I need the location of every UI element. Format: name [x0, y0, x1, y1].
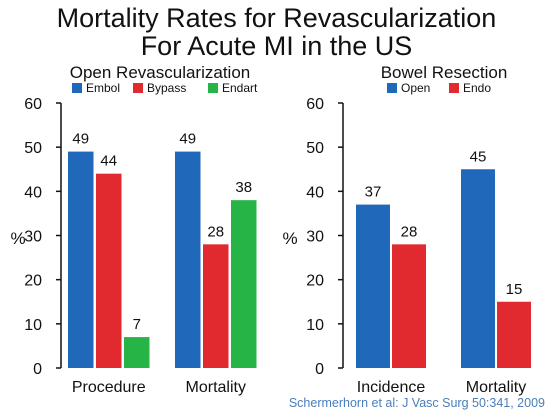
- legend-label: Open: [401, 81, 430, 95]
- citation: Schermerhorn et al: J Vasc Surg 50:341, …: [288, 396, 545, 410]
- data-label: 28: [207, 223, 224, 240]
- bar-open-mortality: [461, 169, 495, 368]
- category-label: Mortality: [186, 379, 246, 396]
- y-tick-label: 30: [306, 229, 324, 246]
- data-label: 37: [365, 184, 382, 201]
- bar-embol-mortality: [175, 151, 201, 368]
- figure-title-line-2: For Acute MI in the US: [140, 31, 413, 61]
- panel-title: Open Revascularization: [70, 63, 250, 82]
- y-tick-label: 50: [24, 140, 42, 157]
- bar-endo-incidence: [392, 244, 426, 368]
- data-label: 7: [133, 316, 141, 333]
- y-tick-label: 40: [306, 184, 324, 201]
- y-tick-label: 0: [315, 361, 324, 378]
- bar-embol-procedure: [68, 151, 94, 368]
- legend-swatch: [208, 83, 218, 93]
- y-tick-label: 50: [306, 140, 324, 157]
- legend-swatch: [387, 83, 397, 93]
- legend-label: Endo: [463, 81, 491, 95]
- y-tick-label: 0: [33, 361, 42, 378]
- data-label: 49: [72, 131, 89, 148]
- y-tick-label: 10: [306, 317, 324, 334]
- legend-label: Embol: [86, 81, 120, 95]
- data-label: 45: [470, 148, 487, 165]
- data-label: 15: [506, 281, 523, 298]
- bar-endart-mortality: [231, 200, 257, 368]
- y-tick-label: 60: [24, 96, 42, 113]
- legend-label: Bypass: [147, 81, 186, 95]
- y-tick-label: 30: [24, 229, 42, 246]
- legend-swatch: [449, 83, 459, 93]
- data-label: 44: [100, 153, 117, 170]
- legend-swatch: [133, 83, 143, 93]
- legend-label: Endart: [222, 81, 258, 95]
- category-label: Mortality: [466, 379, 526, 396]
- y-tick-label: 20: [306, 273, 324, 290]
- bar-endart-procedure: [124, 337, 150, 368]
- category-label: Incidence: [357, 379, 426, 396]
- y-tick-label: 10: [24, 317, 42, 334]
- legend-swatch: [72, 83, 82, 93]
- y-axis-label: %: [10, 229, 25, 248]
- y-tick-label: 40: [24, 184, 42, 201]
- category-label: Procedure: [72, 379, 146, 396]
- y-tick-label: 20: [24, 273, 42, 290]
- data-label: 28: [401, 223, 418, 240]
- panel-title: Bowel Resection: [381, 63, 508, 82]
- figure-title-line-1: Mortality Rates for Revascularization: [56, 3, 497, 33]
- y-tick-label: 60: [306, 96, 324, 113]
- data-label: 38: [235, 179, 252, 196]
- bar-endo-mortality: [497, 301, 531, 368]
- y-axis-label: %: [282, 229, 297, 248]
- bar-bypass-procedure: [96, 173, 122, 368]
- data-label: 49: [179, 131, 196, 148]
- bar-open-incidence: [356, 204, 390, 368]
- bar-bypass-mortality: [203, 244, 229, 368]
